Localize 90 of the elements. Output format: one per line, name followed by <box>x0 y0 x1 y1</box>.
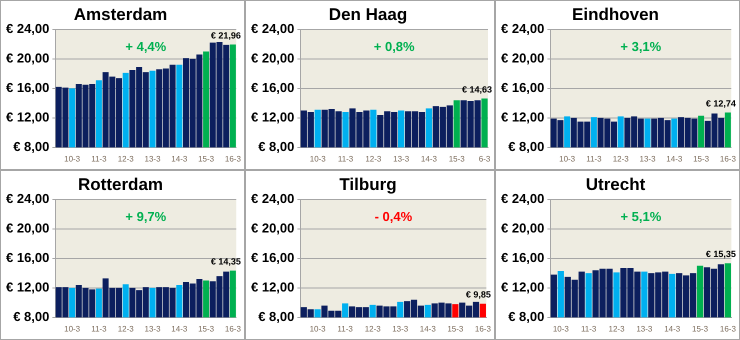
x-tick-label: 16-3 <box>224 154 242 164</box>
y-tick-label: € 8,00 <box>258 308 294 324</box>
x-tick-label: 11-3 <box>580 324 597 334</box>
y-tick-label: € 20,00 <box>6 50 50 66</box>
y-tick-label: € 16,00 <box>6 250 50 265</box>
x-tick-label: 11-3 <box>91 324 108 334</box>
x-tick-label: 13-3 <box>639 154 656 164</box>
y-tick-label: € 20,00 <box>501 220 544 236</box>
y-tick-label: € 12,00 <box>6 279 50 294</box>
chart-title: Rotterdam <box>78 174 164 194</box>
x-tick-label: 14-3 <box>420 154 438 164</box>
x-tick-label: 13-3 <box>144 324 162 334</box>
y-tick-label: € 8,00 <box>13 308 50 324</box>
x-tick-label: 16-3 <box>224 324 242 334</box>
text: + 4,4% <box>125 38 167 54</box>
y-tick-label: € 24,00 <box>251 20 294 36</box>
y-tick-label: € 20,00 <box>251 220 294 236</box>
x-tick-label: 15-3 <box>198 324 215 334</box>
y-tick-label: € 24,00 <box>251 190 294 206</box>
chart-title: Utrecht <box>586 174 646 194</box>
y-tick-label: € 16,00 <box>501 80 544 95</box>
chart-title: Tilburg <box>339 174 397 194</box>
x-tick-label: 11-3 <box>337 324 354 334</box>
x-tick-label: 15-3 <box>692 324 709 334</box>
x-tick-label: 13-3 <box>636 324 653 334</box>
x-tick-label: 15-3 <box>198 154 215 164</box>
text: + 9,7% <box>125 208 167 224</box>
y-tick-label: € 16,00 <box>251 250 294 265</box>
x-tick-label: 15-3 <box>448 154 466 164</box>
text: + 0,8% <box>374 38 416 54</box>
y-tick-label: € 12,00 <box>501 279 544 294</box>
x-tick-label: 12-3 <box>118 154 134 164</box>
y-tick-label: € 16,00 <box>6 80 50 95</box>
x-tick-label: 16-3 <box>720 324 736 334</box>
text: - 0,4% <box>374 208 413 224</box>
y-tick-label: € 8,00 <box>508 308 544 324</box>
y-tick-label: € 20,00 <box>501 50 544 66</box>
x-tick-label: 14-3 <box>420 324 436 334</box>
x-tick-label: 11-3 <box>586 154 602 164</box>
x-tick-label: 11-3 <box>338 154 354 164</box>
data-label: € 14,35 <box>210 256 241 267</box>
x-tick-label: 12-3 <box>612 154 630 164</box>
y-tick-label: € 24,00 <box>6 190 50 206</box>
x-tick-label: 12-3 <box>364 324 382 334</box>
y-tick-label: € 24,00 <box>6 20 50 36</box>
x-tick-label: 10-3 <box>64 324 81 334</box>
chart-title: Den Haag <box>328 4 408 24</box>
data-label: € 21,96 <box>210 30 241 40</box>
y-tick-label: € 8,00 <box>13 138 50 154</box>
x-tick-label: 13-3 <box>392 324 409 334</box>
y-tick-label: € 16,00 <box>251 80 294 95</box>
y-tick-label: € 16,00 <box>501 250 544 265</box>
data-label: € 14,63 <box>462 84 492 94</box>
y-tick-label: € 12,00 <box>6 109 50 124</box>
x-tick-label: 13-3 <box>144 154 162 164</box>
x-tick-label: 11-3 <box>91 154 108 164</box>
x-tick-label: 13-3 <box>393 154 410 164</box>
y-tick-label: € 8,00 <box>258 138 294 154</box>
x-tick-label: 14-3 <box>664 324 681 334</box>
x-tick-label: 14-3 <box>171 154 188 164</box>
chart-title: Eindhoven <box>572 4 659 24</box>
y-tick-label: € 24,00 <box>501 190 544 206</box>
y-tick-label: € 8,00 <box>508 138 544 154</box>
x-tick-label: 12-3 <box>365 154 382 164</box>
x-tick-label: 15-3 <box>447 324 464 334</box>
x-tick-label: 10-3 <box>552 324 570 334</box>
chart-title: Amsterdam <box>74 4 168 24</box>
text: + 3,1% <box>620 38 662 54</box>
y-tick-label: € 20,00 <box>6 220 50 236</box>
x-tick-label: 12-3 <box>608 324 626 334</box>
x-tick-label: 14-3 <box>666 154 683 164</box>
x-tick-label: 12-3 <box>118 324 134 334</box>
y-tick-label: € 20,00 <box>251 50 294 66</box>
x-tick-label: 16-3 <box>474 324 492 334</box>
x-tick-label: 16-3 <box>720 154 736 164</box>
x-tick-label: 10-3 <box>310 324 326 334</box>
data-label: € 9,85 <box>466 290 491 300</box>
data-label: € 15,35 <box>706 249 736 260</box>
x-tick-label: 10-3 <box>310 154 326 164</box>
text: + 5,1% <box>620 208 662 224</box>
x-tick-label: 15-3 <box>693 154 710 164</box>
x-tick-label: 10-3 <box>559 154 576 164</box>
x-tick-label: 10-3 <box>64 154 81 164</box>
y-tick-label: € 12,00 <box>251 279 294 294</box>
x-tick-label: 14-3 <box>171 324 188 334</box>
data-label: € 12,74 <box>706 98 736 108</box>
x-tick-label: 6-3 <box>478 154 491 164</box>
y-tick-label: € 12,00 <box>501 109 544 124</box>
y-tick-label: € 12,00 <box>251 109 294 124</box>
y-tick-label: € 24,00 <box>501 20 544 36</box>
